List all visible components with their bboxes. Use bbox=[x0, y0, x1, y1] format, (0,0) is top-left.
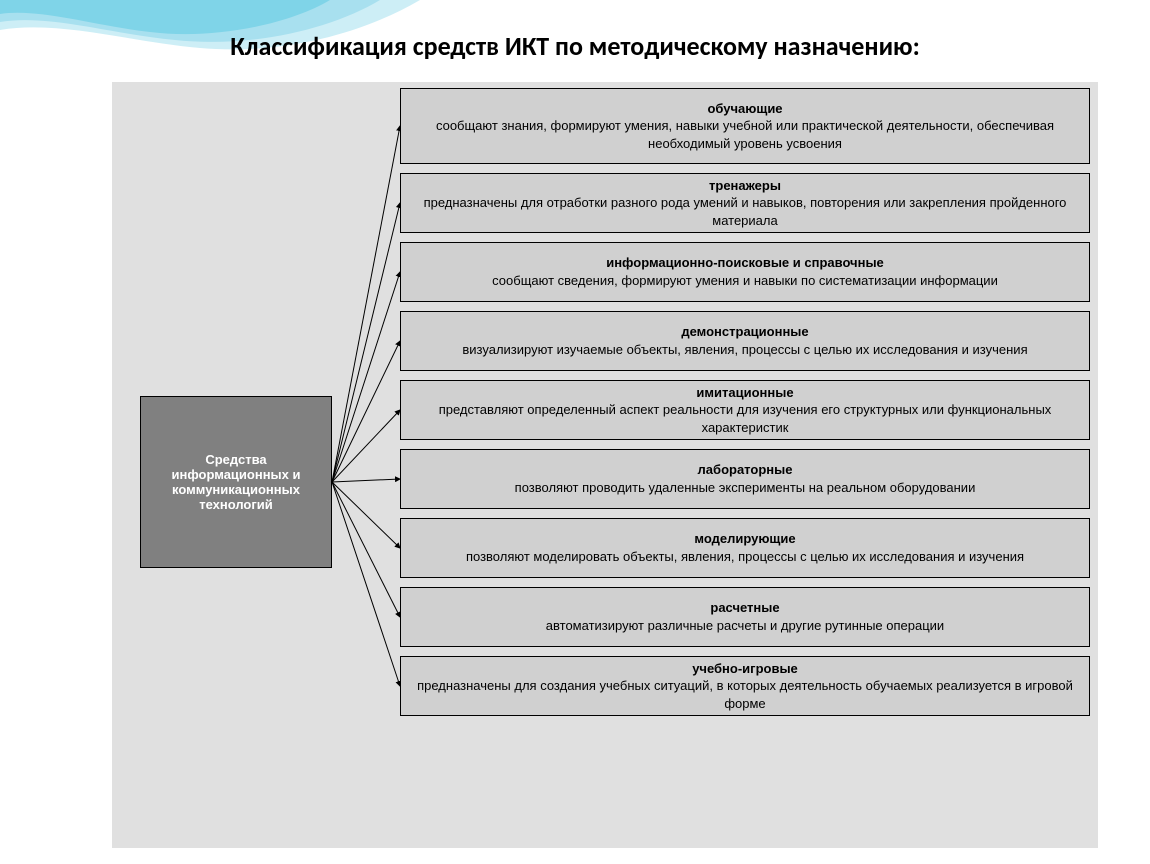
page-title: Классификация средств ИКТ по методическо… bbox=[0, 30, 1150, 62]
category-description: сообщают знания, формируют умения, навык… bbox=[411, 117, 1079, 152]
category-title: тренажеры bbox=[709, 177, 781, 195]
category-laboratory: лабораторныепозволяют проводить удаленны… bbox=[400, 449, 1090, 509]
category-title: учебно-игровые bbox=[692, 660, 798, 678]
category-trainers: тренажерыпредназначены для отработки раз… bbox=[400, 173, 1090, 233]
category-description: представляют определенный аспект реально… bbox=[411, 401, 1079, 436]
category-description: предназначены для отработки разного рода… bbox=[411, 194, 1079, 229]
category-description: позволяют проводить удаленные эксперимен… bbox=[515, 479, 976, 497]
category-title: расчетные bbox=[710, 599, 779, 617]
category-description: предназначены для создания учебных ситуа… bbox=[411, 677, 1079, 712]
category-title: обучающие bbox=[707, 100, 782, 118]
category-modeling: моделирующиепозволяют моделировать объек… bbox=[400, 518, 1090, 578]
category-edu-game: учебно-игровыепредназначены для создания… bbox=[400, 656, 1090, 716]
root-box: Средства информационных и коммуникационн… bbox=[140, 396, 332, 568]
category-calculation: расчетныеавтоматизируют различные расчет… bbox=[400, 587, 1090, 647]
category-imitation: имитационныепредставляют определенный ас… bbox=[400, 380, 1090, 440]
category-title: моделирующие bbox=[694, 530, 795, 548]
category-title: лабораторные bbox=[698, 461, 793, 479]
root-label: Средства информационных и коммуникационн… bbox=[149, 452, 323, 512]
category-description: сообщают сведения, формируют умения и на… bbox=[492, 272, 998, 290]
category-info-search: информационно-поисковые и справочныесооб… bbox=[400, 242, 1090, 302]
category-demonstration: демонстрационныевизуализируют изучаемые … bbox=[400, 311, 1090, 371]
category-description: визуализируют изучаемые объекты, явления… bbox=[462, 341, 1027, 359]
category-educational: обучающиесообщают знания, формируют умен… bbox=[400, 88, 1090, 164]
category-title: информационно-поисковые и справочные bbox=[606, 254, 884, 272]
category-description: позволяют моделировать объекты, явления,… bbox=[466, 548, 1024, 566]
category-title: имитационные bbox=[696, 384, 793, 402]
category-title: демонстрационные bbox=[681, 323, 808, 341]
category-description: автоматизируют различные расчеты и други… bbox=[546, 617, 944, 635]
